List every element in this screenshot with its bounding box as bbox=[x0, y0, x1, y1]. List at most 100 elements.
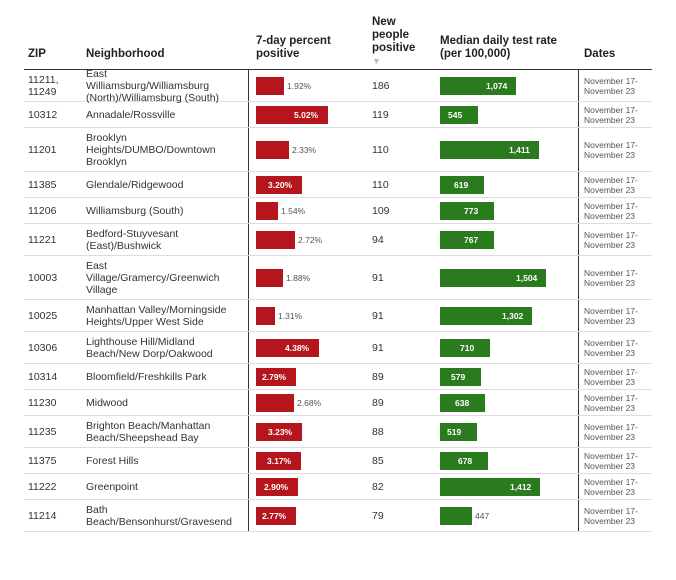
dates-cell: November 17-November 23 bbox=[584, 305, 638, 326]
table-body: 11211, 11249 East Williamsburg/Williamsbu… bbox=[24, 67, 652, 532]
dates-cell: November 17-November 23 bbox=[584, 200, 638, 221]
table-row: 11214 Bath Beach/Bensonhurst/Gravesend 2.7… bbox=[24, 500, 652, 532]
new-positive-cell: 186 bbox=[372, 79, 390, 92]
new-positive-cell: 85 bbox=[372, 454, 384, 467]
neighborhood-cell: Annadale/Rossville bbox=[86, 108, 176, 121]
column-divider bbox=[578, 332, 579, 363]
header-dates[interactable]: Dates bbox=[584, 48, 616, 60]
percent-positive-bar bbox=[256, 175, 302, 194]
neighborhood-cell: Greenpoint bbox=[86, 480, 138, 493]
percent-positive-bar bbox=[256, 268, 283, 287]
column-divider bbox=[578, 448, 579, 473]
sort-down-icon: ▼ bbox=[372, 56, 381, 66]
zip-cell: 11214 bbox=[28, 509, 57, 522]
percent-positive-label: 1.54% bbox=[281, 205, 306, 216]
dates-cell: November 17-November 23 bbox=[584, 337, 638, 358]
table-row: 11211, 11249 East Williamsburg/Williamsbu… bbox=[24, 67, 652, 104]
percent-positive-label: 2.77% bbox=[262, 510, 287, 521]
percent-positive-bar bbox=[256, 477, 298, 496]
column-divider bbox=[248, 474, 249, 499]
column-divider bbox=[578, 364, 579, 389]
dates-cell: November 17-November 23 bbox=[584, 104, 638, 125]
dates-cell: November 17-November 23 bbox=[584, 229, 638, 250]
zip-cell: 11211, 11249 bbox=[28, 73, 59, 98]
neighborhood-cell: Bloomfield/Freshkills Park bbox=[86, 370, 207, 383]
neighborhood-cell: Brooklyn Heights/DUMBO/Downtown Brooklyn bbox=[86, 131, 216, 168]
dates-cell: November 17-November 23 bbox=[584, 392, 638, 413]
test-rate-label: 710 bbox=[460, 342, 475, 353]
test-rate-bar bbox=[440, 451, 488, 470]
column-divider bbox=[248, 102, 249, 127]
neighborhood-cell: Bath Beach/Bensonhurst/Gravesend bbox=[86, 503, 232, 528]
test-rate-label: 1,074 bbox=[486, 80, 508, 91]
test-rate-bar bbox=[440, 140, 539, 159]
zip-cell: 11222 bbox=[28, 480, 57, 493]
percent-positive-label: 3.23% bbox=[268, 426, 293, 437]
header-test-rate[interactable]: Median daily test rate (per 100,000) bbox=[440, 35, 557, 60]
percent-positive-label: 1.92% bbox=[287, 80, 312, 91]
table-row: 11375 Forest Hills 3.17% 85 678 November 17-N… bbox=[24, 448, 652, 474]
column-divider bbox=[248, 70, 249, 101]
table-row: 11206 Williamsburg (South) 1.54% 109 773 Nove… bbox=[24, 198, 652, 224]
new-positive-cell: 88 bbox=[372, 425, 384, 438]
column-divider bbox=[248, 198, 249, 223]
zip-cell: 10314 bbox=[28, 370, 58, 383]
test-rate-label: 678 bbox=[458, 455, 473, 466]
percent-positive-bar bbox=[256, 230, 295, 249]
percent-positive-bar bbox=[256, 140, 289, 159]
test-rate-bar bbox=[440, 477, 540, 496]
column-divider bbox=[248, 224, 249, 255]
dates-cell: November 17-November 23 bbox=[584, 366, 638, 387]
column-divider bbox=[578, 300, 579, 331]
column-divider bbox=[578, 474, 579, 499]
zip-cell: 10025 bbox=[28, 309, 58, 322]
test-rate-label: 447 bbox=[475, 510, 490, 521]
percent-positive-bar bbox=[256, 367, 296, 386]
test-rate-bar bbox=[440, 367, 481, 386]
neighborhood-cell: Glendale/Ridgewood bbox=[86, 178, 184, 191]
column-divider bbox=[248, 500, 249, 531]
column-divider bbox=[248, 128, 249, 171]
table-header: ZIP Neighborhood 7-day percent positive … bbox=[24, 0, 652, 70]
column-divider bbox=[248, 256, 249, 299]
header-neighborhood[interactable]: Neighborhood bbox=[86, 48, 165, 60]
neighborhood-cell: East Village/Gramercy/Greenwich Village bbox=[86, 259, 220, 296]
test-rate-label: 619 bbox=[454, 179, 469, 190]
header-new-positive-label: New people positive bbox=[372, 16, 416, 54]
header-zip[interactable]: ZIP bbox=[28, 48, 46, 60]
test-rate-label: 773 bbox=[464, 205, 479, 216]
header-percent-positive[interactable]: 7-day percent positive bbox=[256, 35, 331, 60]
neighborhood-cell: East Williamsburg/Williamsburg (North)/W… bbox=[86, 67, 220, 104]
percent-positive-bar bbox=[256, 105, 328, 124]
table-row: 10314 Bloomfield/Freshkills Park 2.79% 89 57… bbox=[24, 364, 652, 390]
test-rate-label: 519 bbox=[447, 426, 462, 437]
percent-positive-label: 2.79% bbox=[262, 371, 287, 382]
column-divider bbox=[248, 172, 249, 197]
column-divider bbox=[578, 390, 579, 415]
percent-positive-label: 2.68% bbox=[297, 397, 322, 408]
zip-cell: 11206 bbox=[28, 204, 57, 217]
zip-cell: 11230 bbox=[28, 396, 57, 409]
percent-positive-bar bbox=[256, 422, 302, 441]
test-rate-bar bbox=[440, 338, 490, 357]
dates-cell: November 17-November 23 bbox=[584, 267, 638, 288]
table-row: 10312 Annadale/Rossville 5.02% 119 545 Novemb… bbox=[24, 102, 652, 128]
column-divider bbox=[578, 224, 579, 255]
table-row: 10306 Lighthouse Hill/Midland Beach/New D… bbox=[24, 332, 652, 364]
new-positive-cell: 109 bbox=[372, 204, 390, 217]
table-row: 11385 Glendale/Ridgewood 3.20% 110 619 Novemb… bbox=[24, 172, 652, 198]
column-divider bbox=[248, 390, 249, 415]
neighborhood-cell: Bedford-Stuyvesant (East)/Bushwick bbox=[86, 227, 179, 252]
column-divider bbox=[578, 70, 579, 101]
header-new-positive[interactable]: New people positive ▼ bbox=[372, 16, 432, 66]
zip-cell: 10003 bbox=[28, 271, 58, 284]
zip-cell: 11375 bbox=[28, 454, 57, 467]
dates-cell: November 17-November 23 bbox=[584, 450, 638, 471]
percent-positive-bar bbox=[256, 306, 275, 325]
column-divider bbox=[578, 198, 579, 223]
zip-cell: 10306 bbox=[28, 341, 58, 354]
column-divider bbox=[578, 172, 579, 197]
column-divider bbox=[578, 416, 579, 447]
neighborhood-cell: Williamsburg (South) bbox=[86, 204, 184, 217]
table-row: 11221 Bedford-Stuyvesant (East)/Bushwick 2… bbox=[24, 224, 652, 256]
